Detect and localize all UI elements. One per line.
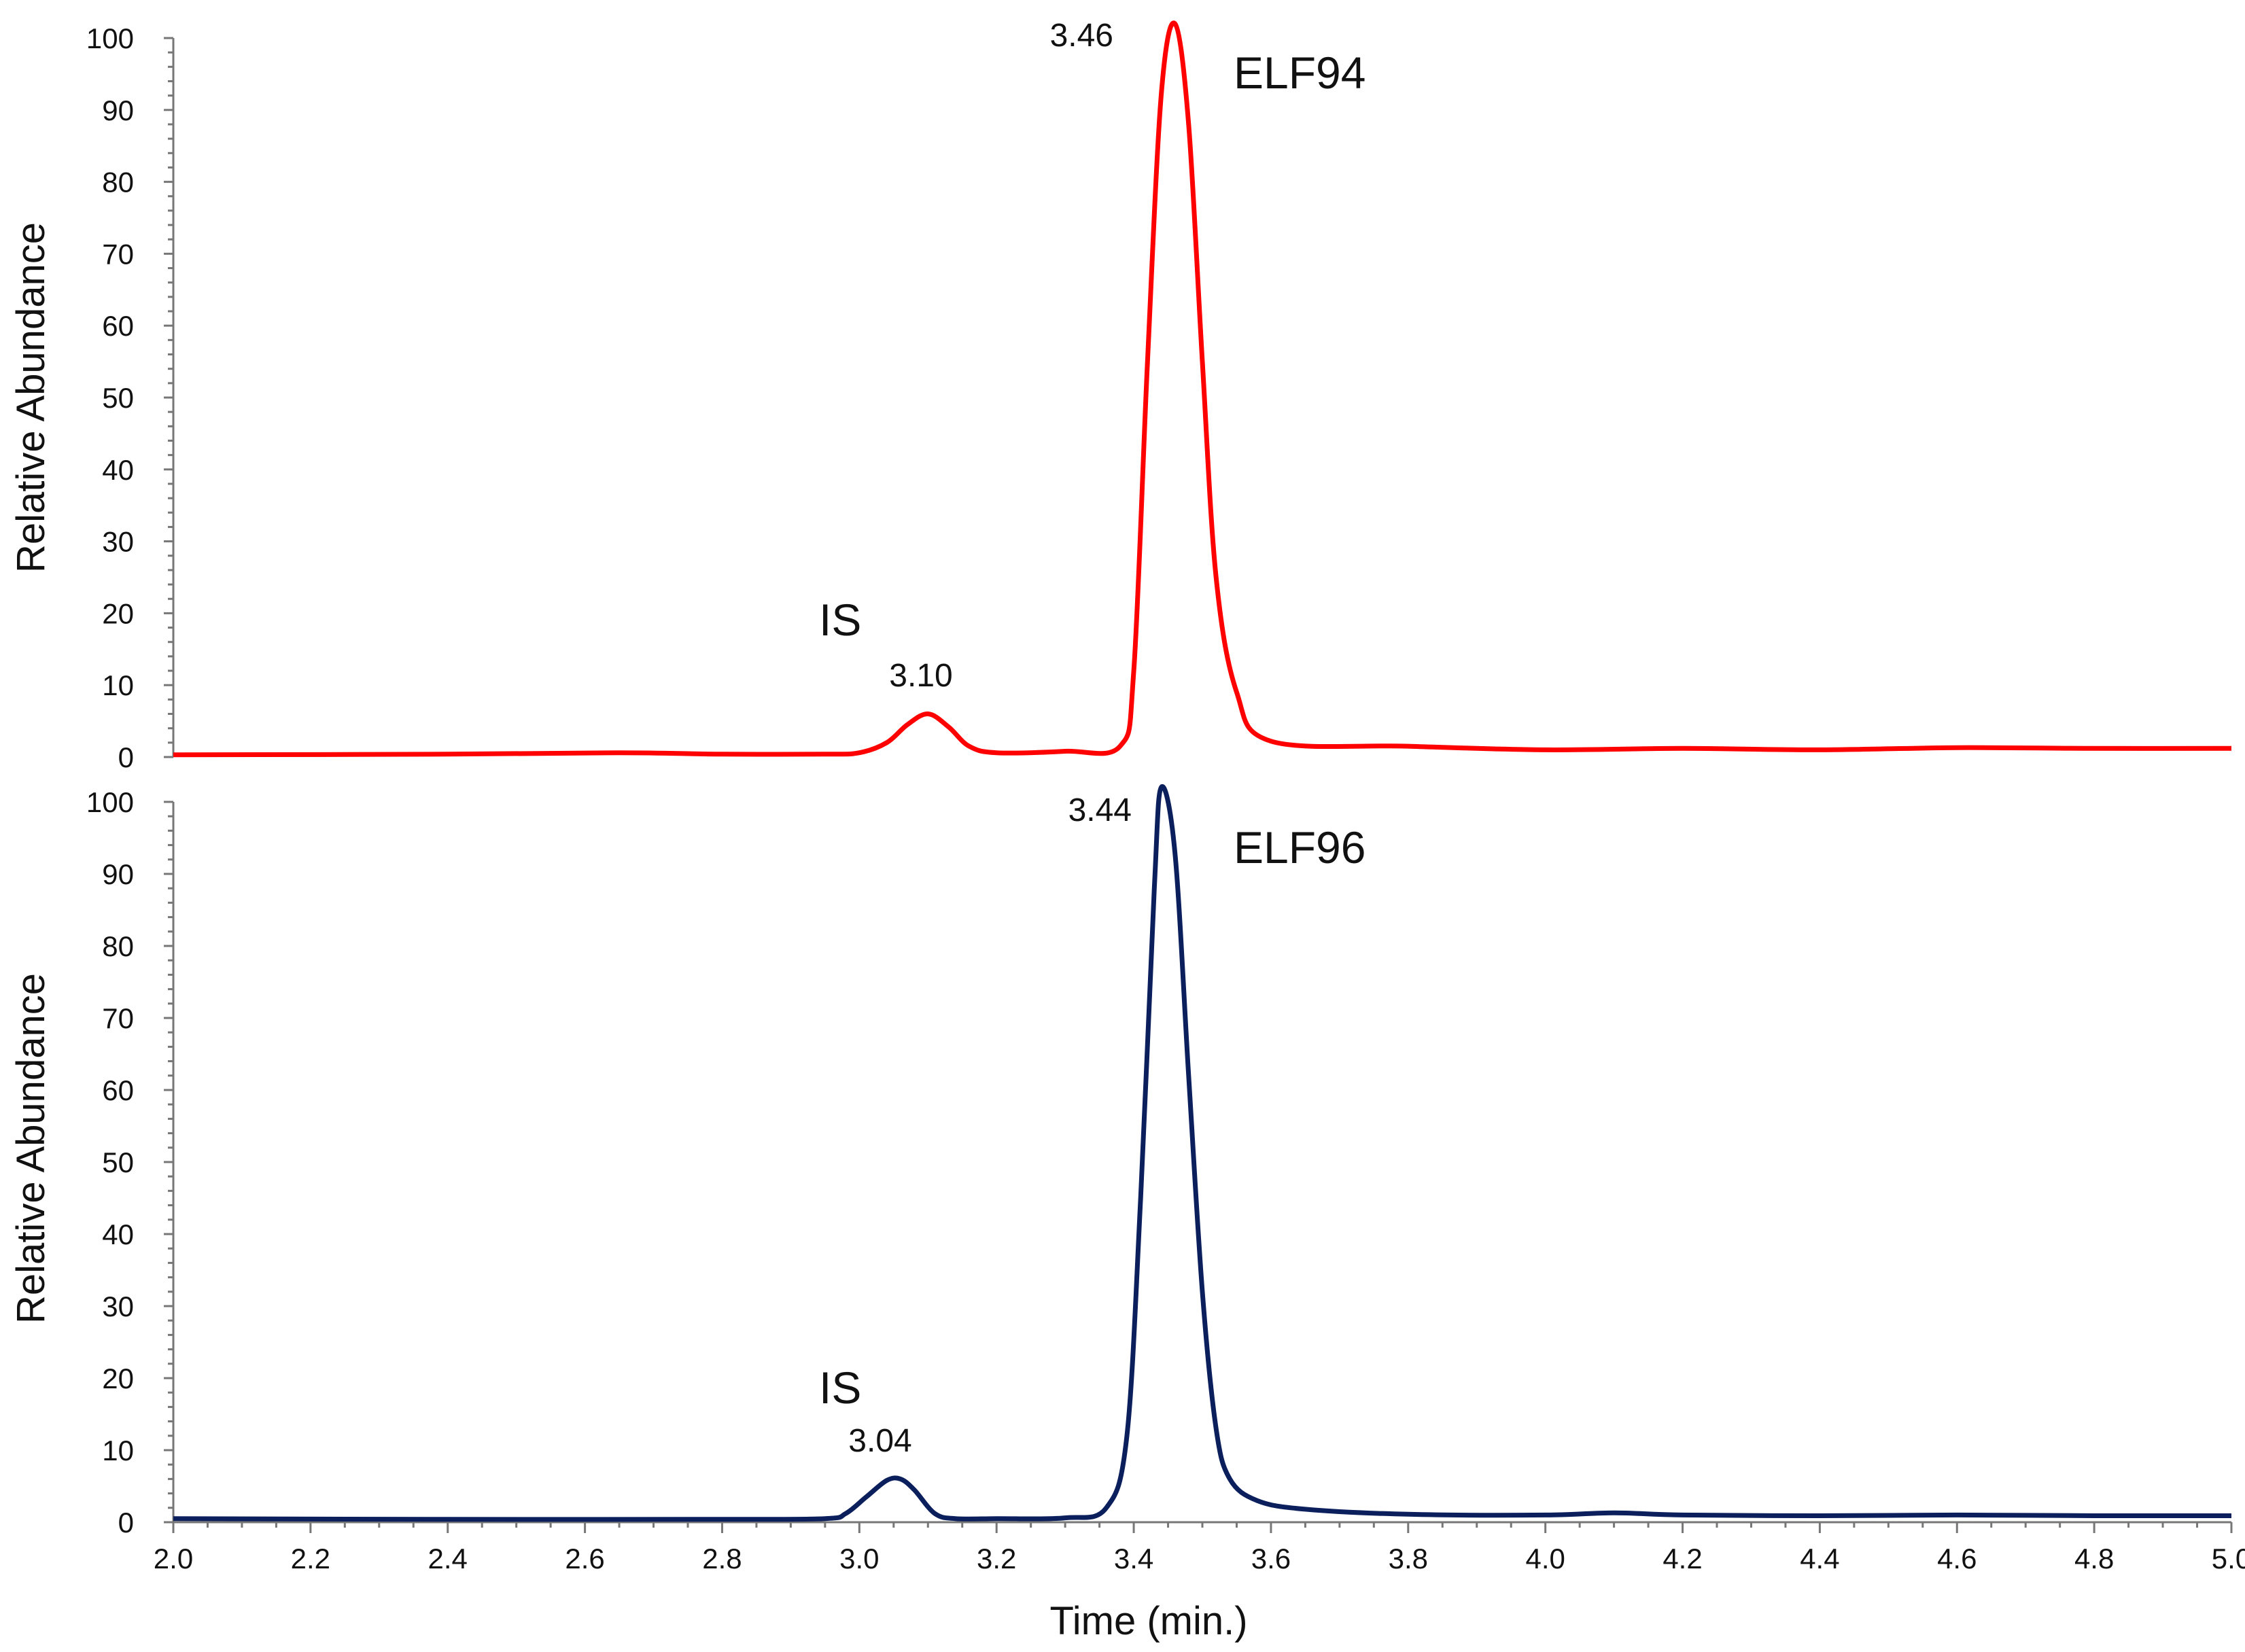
bottom-y-ticks: 0 10 20 30 40 50 60 70 80 90 100 — [86, 786, 173, 1539]
bottom-y-tick-label-100: 100 — [86, 786, 134, 818]
x-axis-title: Time (min.) — [1049, 1599, 1247, 1643]
x-tick-label-4.2: 4.2 — [1663, 1543, 1702, 1575]
bottom-y-tick-label-60: 60 — [102, 1074, 134, 1106]
x-tick-label-2.6: 2.6 — [565, 1543, 604, 1575]
x-tick-label-3.8: 3.8 — [1389, 1543, 1428, 1575]
bottom-chromatogram-panel: 0 10 20 30 40 50 60 70 80 90 100 2.0 2.2 2.4 2.6 2.8 3.… — [9, 784, 2245, 1643]
bottom-trace-line — [173, 784, 2232, 1522]
top-y-tick-label-90: 90 — [102, 94, 134, 126]
x-tick-label-2.4: 2.4 — [428, 1543, 468, 1575]
top-y-tick-label-70: 70 — [102, 238, 134, 270]
bottom-y-tick-label-40: 40 — [102, 1218, 134, 1250]
top-y-tick-label-10: 10 — [102, 669, 134, 701]
top-y-tick-label-50: 50 — [102, 382, 134, 414]
bottom-y-tick-label-10: 10 — [102, 1435, 134, 1466]
x-tick-label-5.0: 5.0 — [2212, 1543, 2245, 1575]
top-y-ticks: 0 10 20 30 40 50 60 70 80 90 100 — [86, 22, 173, 773]
top-y-tick-label-0: 0 — [118, 741, 134, 773]
top-main-peak-label: 3.46 — [1050, 18, 1113, 54]
top-trace-line — [173, 20, 2232, 758]
x-tick-label-4.0: 4.0 — [1525, 1543, 1565, 1575]
top-y-tick-label-60: 60 — [102, 310, 134, 342]
x-tick-label-4.8: 4.8 — [2074, 1543, 2114, 1575]
x-tick-label-2.0: 2.0 — [154, 1543, 193, 1575]
top-y-tick-label-30: 30 — [102, 526, 134, 558]
top-y-tick-label-80: 80 — [102, 166, 134, 198]
bottom-main-peak-label: 3.44 — [1068, 792, 1132, 828]
bottom-y-axis-title: Relative Abundance — [9, 973, 53, 1324]
top-y-tick-label-20: 20 — [102, 597, 134, 629]
top-compound-label: ELF94 — [1234, 48, 1365, 98]
x-tick-label-2.8: 2.8 — [702, 1543, 742, 1575]
x-tick-label-3.2: 3.2 — [977, 1543, 1016, 1575]
bottom-y-tick-label-30: 30 — [102, 1290, 134, 1322]
x-tick-label-4.4: 4.4 — [1800, 1543, 1839, 1575]
top-y-tick-label-100: 100 — [86, 22, 134, 54]
bottom-y-tick-label-0: 0 — [118, 1507, 134, 1539]
x-tick-label-3.4: 3.4 — [1114, 1543, 1153, 1575]
x-tick-label-3.0: 3.0 — [839, 1543, 879, 1575]
top-chromatogram-panel: 0 10 20 30 40 50 60 70 80 90 100 Relative Abundanc… — [9, 18, 2232, 773]
bottom-x-ticks: 2.0 2.2 2.4 2.6 2.8 3.0 3.2 3.4 3.6 3.8 4.0 4.2 4.4 4… — [154, 1522, 2245, 1575]
bottom-y-tick-label-50: 50 — [102, 1146, 134, 1178]
bottom-compound-label: ELF96 — [1234, 822, 1365, 873]
top-is-peak-label: 3.10 — [889, 658, 952, 694]
bottom-is-label: IS — [819, 1363, 861, 1413]
top-is-label: IS — [819, 595, 861, 645]
x-tick-label-4.6: 4.6 — [1937, 1543, 1977, 1575]
bottom-is-peak-label: 3.04 — [848, 1423, 911, 1459]
bottom-y-tick-label-20: 20 — [102, 1363, 134, 1394]
bottom-y-tick-label-70: 70 — [102, 1002, 134, 1034]
bottom-y-tick-label-80: 80 — [102, 930, 134, 962]
top-y-tick-label-40: 40 — [102, 454, 134, 486]
x-tick-label-2.2: 2.2 — [291, 1543, 330, 1575]
top-y-axis-title: Relative Abundance — [9, 222, 53, 573]
x-tick-label-3.6: 3.6 — [1251, 1543, 1291, 1575]
bottom-y-tick-label-90: 90 — [102, 858, 134, 890]
